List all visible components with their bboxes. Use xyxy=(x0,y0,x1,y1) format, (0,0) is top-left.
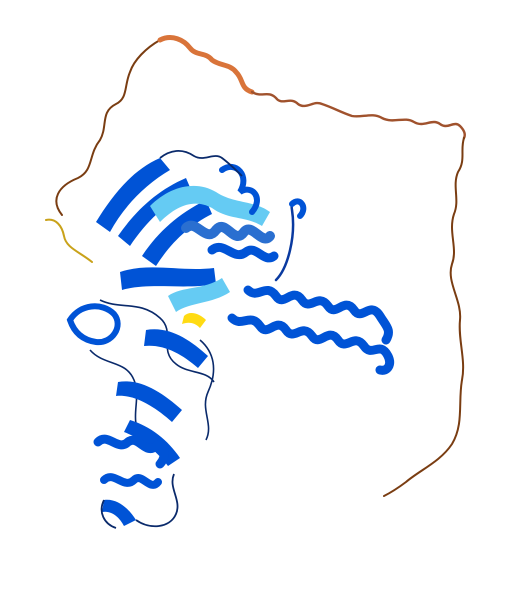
top-loop xyxy=(159,150,243,177)
beta-sheet-strand-3 xyxy=(142,200,212,266)
tail-yellow-link xyxy=(45,218,93,263)
globular-core xyxy=(66,150,307,529)
helix-upper xyxy=(243,285,393,345)
central-helix-confident xyxy=(150,185,270,226)
bottom-helix xyxy=(93,434,169,469)
mid-sheet xyxy=(120,267,216,290)
tail-right-descending xyxy=(383,137,465,497)
left-loop-cluster xyxy=(66,303,121,346)
lower-sheet-a xyxy=(144,329,208,368)
helix-lower xyxy=(227,313,395,375)
lower-sheet-b xyxy=(116,381,182,422)
tail-top-wiggle xyxy=(250,90,466,140)
confident-turn xyxy=(168,278,230,312)
helix-connector xyxy=(274,198,304,282)
coiled-coil-domain xyxy=(227,198,395,375)
tail-top-segment xyxy=(157,35,255,95)
helix-cluster-right xyxy=(207,243,279,263)
bottom-loop xyxy=(100,473,179,529)
bottom-helix-2 xyxy=(100,473,162,489)
bottom-strand xyxy=(102,499,136,526)
beta-sheet-top xyxy=(96,158,170,232)
tail-left-strand xyxy=(55,39,161,216)
central-helix-coil xyxy=(181,220,275,244)
disordered-tail xyxy=(45,35,466,497)
yellow-segment xyxy=(182,313,206,328)
